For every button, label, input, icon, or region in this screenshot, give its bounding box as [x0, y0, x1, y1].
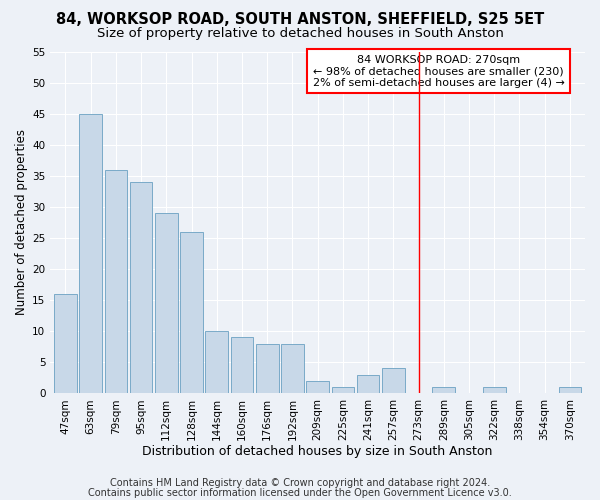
Bar: [104, 170, 127, 394]
Bar: [256, 344, 278, 394]
Bar: [54, 294, 77, 394]
Text: Contains HM Land Registry data © Crown copyright and database right 2024.: Contains HM Land Registry data © Crown c…: [110, 478, 490, 488]
Bar: [357, 374, 379, 394]
Bar: [332, 387, 354, 394]
Bar: [130, 182, 152, 394]
Bar: [205, 331, 228, 394]
Text: 84 WORKSOP ROAD: 270sqm
← 98% of detached houses are smaller (230)
2% of semi-de: 84 WORKSOP ROAD: 270sqm ← 98% of detache…: [313, 54, 565, 88]
Bar: [180, 232, 203, 394]
X-axis label: Distribution of detached houses by size in South Anston: Distribution of detached houses by size …: [142, 444, 493, 458]
Bar: [559, 387, 581, 394]
Bar: [230, 338, 253, 394]
Bar: [79, 114, 102, 394]
Bar: [306, 381, 329, 394]
Text: Contains public sector information licensed under the Open Government Licence v3: Contains public sector information licen…: [88, 488, 512, 498]
Text: Size of property relative to detached houses in South Anston: Size of property relative to detached ho…: [97, 28, 503, 40]
Text: 84, WORKSOP ROAD, SOUTH ANSTON, SHEFFIELD, S25 5ET: 84, WORKSOP ROAD, SOUTH ANSTON, SHEFFIEL…: [56, 12, 544, 28]
Bar: [483, 387, 506, 394]
Y-axis label: Number of detached properties: Number of detached properties: [15, 130, 28, 316]
Bar: [155, 213, 178, 394]
Bar: [382, 368, 404, 394]
Bar: [281, 344, 304, 394]
Bar: [433, 387, 455, 394]
